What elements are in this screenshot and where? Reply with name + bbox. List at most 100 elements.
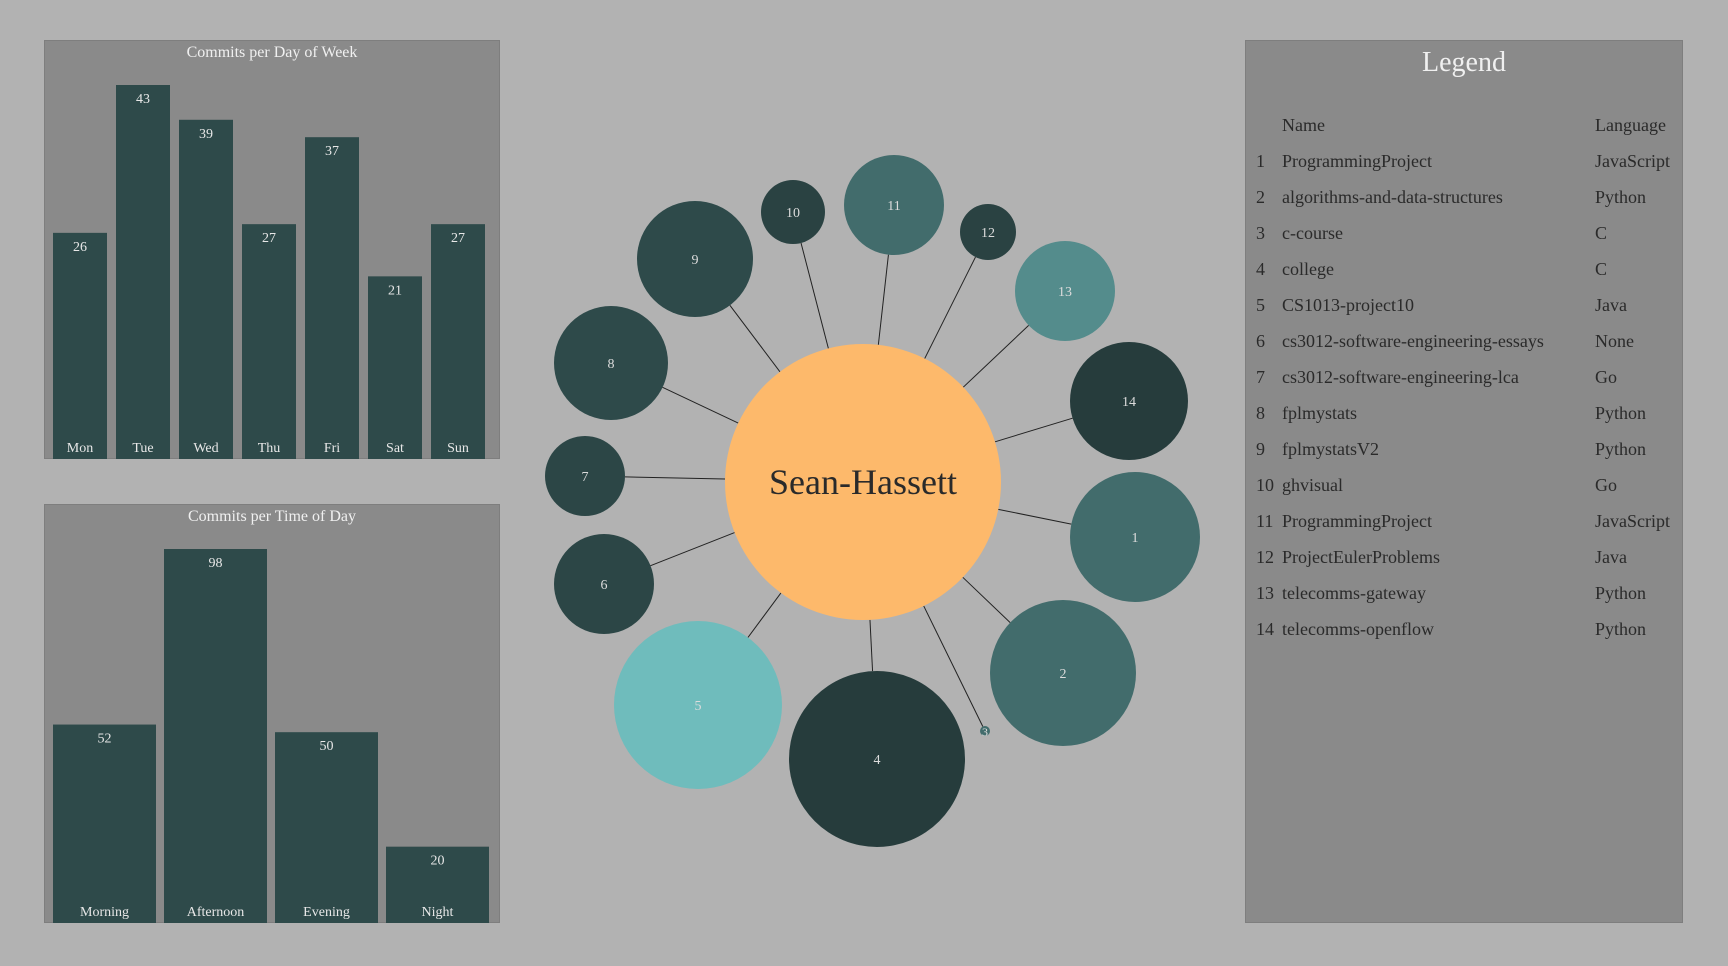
- day-bar: [368, 276, 422, 459]
- legend-language: Python: [1595, 438, 1647, 459]
- legend-row: 1 ProgrammingProject JavaScript: [1252, 143, 1674, 179]
- legend-row: 11 ProgrammingProject JavaScript: [1252, 503, 1674, 539]
- legend-index: 1: [1256, 150, 1265, 171]
- legend-index: 5: [1256, 294, 1265, 315]
- repo-bubble-label: 10: [786, 206, 800, 221]
- legend-repo-name: telecomms-openflow: [1282, 618, 1434, 639]
- repo-bubble-label: 3: [982, 725, 988, 739]
- repo-bubble[interactable]: [554, 534, 654, 634]
- legend-row: 3 c-course C: [1252, 215, 1674, 251]
- legend-language: Java: [1595, 546, 1627, 567]
- bubble-link: [994, 417, 1073, 443]
- time-category-label: Afternoon: [187, 905, 245, 920]
- legend-language: JavaScript: [1595, 510, 1670, 531]
- legend-row: 6 cs3012-software-engineering-essays None: [1252, 323, 1674, 359]
- repo-bubble-label: 13: [1058, 285, 1072, 300]
- repo-bubble[interactable]: [960, 204, 1016, 260]
- legend-header-name: Name: [1282, 114, 1325, 135]
- legend-row: 8 fplmystats Python: [1252, 395, 1674, 431]
- time-bar: [275, 732, 378, 923]
- legend-header-language: Language: [1595, 114, 1666, 135]
- legend-index: 3: [1256, 222, 1265, 243]
- time-category-label: Night: [422, 905, 454, 920]
- repo-bubble-label: 11: [887, 199, 900, 214]
- legend-language: Python: [1595, 186, 1647, 207]
- legend-body: 1 ProgrammingProject JavaScript 2 algorithms…: [1252, 143, 1674, 647]
- time-bar: [53, 724, 156, 923]
- day-category-label: Fri: [324, 441, 340, 456]
- repo-bubble[interactable]: [637, 201, 753, 317]
- legend-row: 9 fplmystatsV2 Python: [1252, 431, 1674, 467]
- repo-bubble-label: 8: [608, 357, 615, 372]
- repo-bubble[interactable]: [789, 671, 965, 847]
- legend-language: Python: [1595, 618, 1647, 639]
- repo-bubble-label: 1: [1132, 531, 1139, 546]
- legend-language: Go: [1595, 366, 1617, 387]
- repo-bubble[interactable]: [614, 621, 782, 789]
- legend-index: 8: [1256, 402, 1265, 423]
- legend-language: C: [1595, 222, 1608, 243]
- time-value-label: 20: [431, 854, 445, 869]
- bubble-link: [877, 254, 889, 345]
- legend-index: 13: [1256, 582, 1274, 603]
- legend-repo-name: fplmystatsV2: [1282, 438, 1379, 459]
- time-bar: [386, 846, 489, 923]
- day-value-label: 21: [388, 283, 402, 298]
- legend-row: 13 telecomms-gateway Python: [1252, 575, 1674, 611]
- legend-language: JavaScript: [1595, 150, 1670, 171]
- legend-table: Name Language 1 ProgrammingProject JavaScr…: [1252, 107, 1674, 647]
- repo-bubble[interactable]: [1015, 241, 1115, 341]
- legend-repo-name: c-course: [1282, 222, 1343, 243]
- time-category-label: Evening: [303, 905, 350, 920]
- repo-bubble-label: 6: [601, 578, 608, 593]
- legend-repo-name: fplmystats: [1282, 402, 1357, 423]
- day-category-label: Wed: [193, 441, 218, 456]
- bubble-link: [650, 532, 735, 567]
- repo-bubble[interactable]: [990, 600, 1136, 746]
- repo-bubble[interactable]: [1070, 342, 1188, 460]
- legend-row: 4 college C: [1252, 251, 1674, 287]
- bubble-link: [662, 386, 739, 424]
- commits-per-time-chart: 52 Morning 98 Afternoon 50 Evening 20 Night: [53, 549, 489, 923]
- legend-repo-name: algorithms-and-data-structures: [1282, 186, 1503, 207]
- bubble-link: [962, 576, 1011, 623]
- legend-title: Legend: [1422, 47, 1506, 78]
- day-bar: [431, 224, 485, 459]
- legend-language: Java: [1595, 294, 1627, 315]
- commits-per-day-chart: 26 Mon 43 Tue 39 Wed 27 Thu 37 Fri 21 Sat 27 Sun: [53, 85, 485, 459]
- repo-bubble-label: 14: [1122, 395, 1136, 410]
- legend-language: Go: [1595, 474, 1617, 495]
- legend-panel: Legend Name Language 1 ProgrammingProject…: [1245, 40, 1683, 923]
- repo-bubble[interactable]: [1070, 472, 1200, 602]
- repo-bubble[interactable]: [980, 726, 990, 736]
- legend-index: 9: [1256, 438, 1265, 459]
- day-value-label: 27: [262, 231, 276, 246]
- repo-bubble-label: 4: [874, 753, 881, 768]
- repo-bubble[interactable]: [844, 155, 944, 255]
- repo-bubble[interactable]: [554, 306, 668, 420]
- time-value-label: 98: [209, 556, 223, 571]
- legend-row: 10 ghvisual Go: [1252, 467, 1674, 503]
- legend-index: 11: [1256, 510, 1274, 531]
- legend-index: 2: [1256, 186, 1265, 207]
- day-value-label: 39: [199, 127, 213, 142]
- legend-repo-name: ProgrammingProject: [1282, 150, 1432, 171]
- repo-bubble[interactable]: [545, 436, 625, 516]
- day-value-label: 26: [73, 240, 87, 255]
- center-user-bubble: [725, 344, 1001, 620]
- day-category-label: Tue: [132, 441, 153, 456]
- day-value-label: 27: [451, 231, 465, 246]
- time-bar: [164, 549, 267, 923]
- legend-row: 12 ProjectEulerProblems Java: [1252, 539, 1674, 575]
- legend-header-row: Name Language: [1252, 107, 1674, 143]
- legend-language: C: [1595, 258, 1608, 279]
- legend-row: 2 algorithms-and-data-structures Python: [1252, 179, 1674, 215]
- repo-bubble[interactable]: [761, 180, 825, 244]
- bubble-link: [923, 605, 984, 727]
- day-bar: [116, 85, 170, 459]
- bubble-link: [747, 592, 782, 638]
- repo-bubble-label: 7: [582, 470, 589, 485]
- day-value-label: 37: [325, 144, 339, 159]
- legend-repo-name: ProjectEulerProblems: [1282, 546, 1440, 567]
